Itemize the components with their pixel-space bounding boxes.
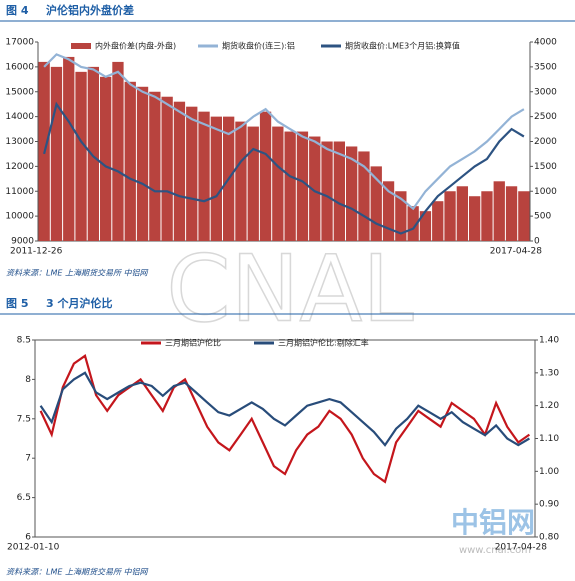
bar [333,141,345,241]
bar [149,91,161,241]
bar [444,191,456,241]
bar [136,86,149,242]
legend-swatch [71,43,91,49]
bar [505,186,518,241]
bar [296,131,309,241]
bar [173,101,186,241]
bar [284,131,296,241]
bar [432,201,444,241]
bar [456,186,468,241]
bar [112,61,124,242]
y2-tick-label: 1.40 [539,336,559,346]
figure-title: 3 个月沪伦比 [46,296,112,310]
line-series [43,101,525,235]
y-tick-label: 9000 [11,237,34,247]
y2-tick-label: 0 [534,237,540,247]
bar [186,106,198,241]
legend-label: 内外盘价差(内盘-外盘) [95,41,176,51]
y-tick-label: 13000 [5,137,34,147]
y-tick-label: 7.5 [17,414,31,424]
bar [481,191,493,241]
watermark: CNAL [166,235,413,342]
figure-label: 图 5 [6,297,28,310]
bar [469,196,481,241]
y-tick-label: 7 [25,454,31,464]
y2-tick-label: 1500 [534,162,557,172]
bar [382,181,395,241]
bar [100,76,112,241]
y-tick-label: 6.5 [17,493,31,503]
bar [63,56,75,241]
bar [50,66,63,241]
y2-tick-label: 0.90 [539,500,559,510]
legend-label: 期货收盘价(连三):铝 [222,41,295,51]
y-tick-label: 15000 [5,87,34,97]
x-tick-label: 2017-04-28 [495,543,548,553]
y-tick-label: 8 [25,375,31,385]
source-note: 资料来源：LME 上海期货交易所 中铝网 [6,568,148,577]
bar [210,116,222,241]
bar [235,121,247,241]
line-series [39,371,530,447]
legend-label: 三月期铝沪伦比:剔除汇率 [278,338,369,348]
y-tick-label: 11000 [5,187,34,197]
line-series [43,53,525,211]
bar [124,81,136,241]
y-tick-label: 16000 [5,62,34,72]
bar [493,181,505,241]
x-tick-label: 2011-12-26 [10,247,63,257]
x-tick-label: 2012-01-10 [7,543,60,553]
y2-tick-label: 1.20 [539,401,559,411]
y2-tick-label: 0.80 [539,533,559,543]
bar [358,151,370,241]
bar [518,191,530,241]
y-tick-label: 12000 [5,162,34,172]
y-tick-label: 6 [25,533,31,543]
y-tick-label: 10000 [5,212,34,222]
bar [321,141,333,241]
bar [87,66,99,241]
y2-tick-label: 2500 [534,112,557,122]
y2-tick-label: 1000 [534,187,557,197]
bar [370,166,382,241]
figure-label: 图 4 [6,4,29,17]
x-tick-label: 2017-04-28 [490,247,543,257]
y2-tick-label: 3500 [534,62,557,72]
y2-tick-label: 1.10 [539,434,559,444]
watermark: 中铝网 [451,506,535,539]
y2-tick-label: 2000 [534,137,557,147]
y-tick-label: 17000 [5,38,34,48]
bar [272,126,284,241]
bar [75,71,87,241]
line-series [39,354,531,484]
bar [259,111,272,242]
legend-label: 期货收盘价:LME3个月铝:换算值 [345,41,460,51]
y2-tick-label: 1.00 [539,467,559,477]
figure-title: 沪伦铝内外盘价差 [46,3,134,17]
bar [395,191,407,241]
bar [407,206,419,241]
y2-tick-label: 3000 [534,87,557,97]
bar [161,96,173,241]
bar [247,126,259,241]
watermark: www.cnal.com [459,545,531,556]
bar [419,211,432,241]
y2-tick-label: 500 [534,212,551,222]
y2-tick-label: 1.30 [539,368,559,378]
y-tick-label: 14000 [5,112,34,122]
bar [198,111,210,242]
legend-label: 三月期铝沪伦比 [165,338,221,348]
bar [309,136,321,241]
y2-tick-label: 4000 [534,38,557,48]
y-tick-label: 8.5 [17,336,31,346]
bar [346,146,358,241]
source-note: 资料来源：LME 上海期货交易所 中铝网 [6,269,148,278]
